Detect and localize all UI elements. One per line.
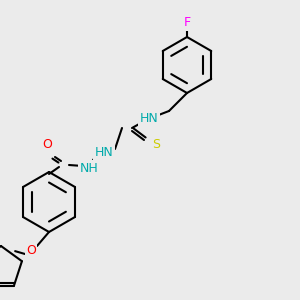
Text: O: O [26, 244, 36, 256]
Text: HN: HN [140, 112, 158, 125]
Text: F: F [183, 16, 190, 29]
Text: O: O [42, 137, 52, 151]
Text: HN: HN [94, 146, 113, 158]
Text: NH: NH [80, 161, 98, 175]
Text: S: S [152, 137, 160, 151]
